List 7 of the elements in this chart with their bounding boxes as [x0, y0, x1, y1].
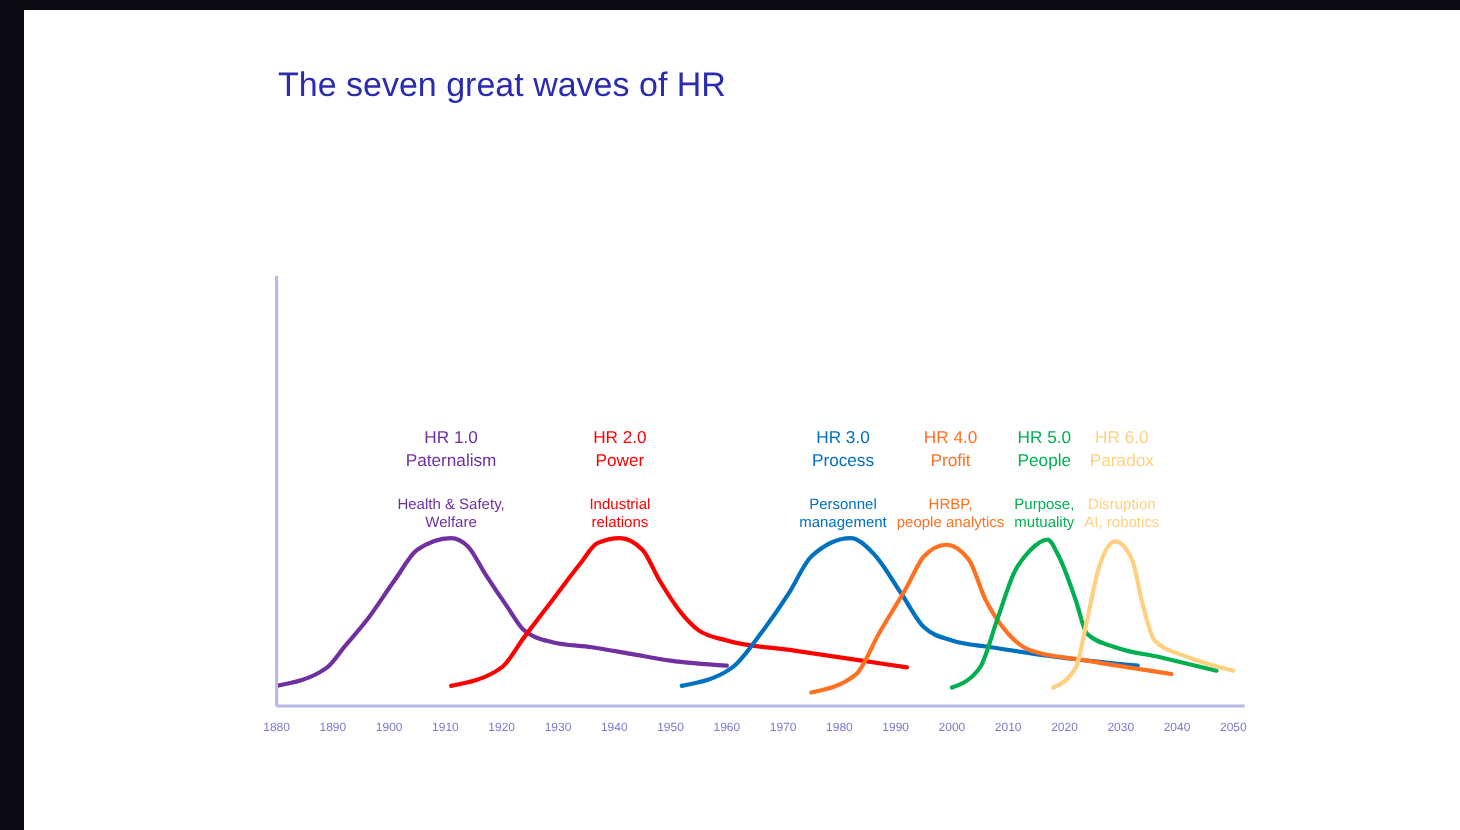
text: HR 6.0 Paradox	[1089, 426, 1156, 470]
text: HR 5.0 People	[1017, 426, 1072, 470]
chart-title: The seven great waves of HR	[278, 66, 726, 106]
text: HR 1.0 Paternalism	[405, 426, 497, 470]
text: HR 2.0 Power	[593, 426, 648, 470]
text: HR 4.0 Profit	[923, 426, 978, 470]
text: HR 3.0 Process	[811, 426, 875, 470]
